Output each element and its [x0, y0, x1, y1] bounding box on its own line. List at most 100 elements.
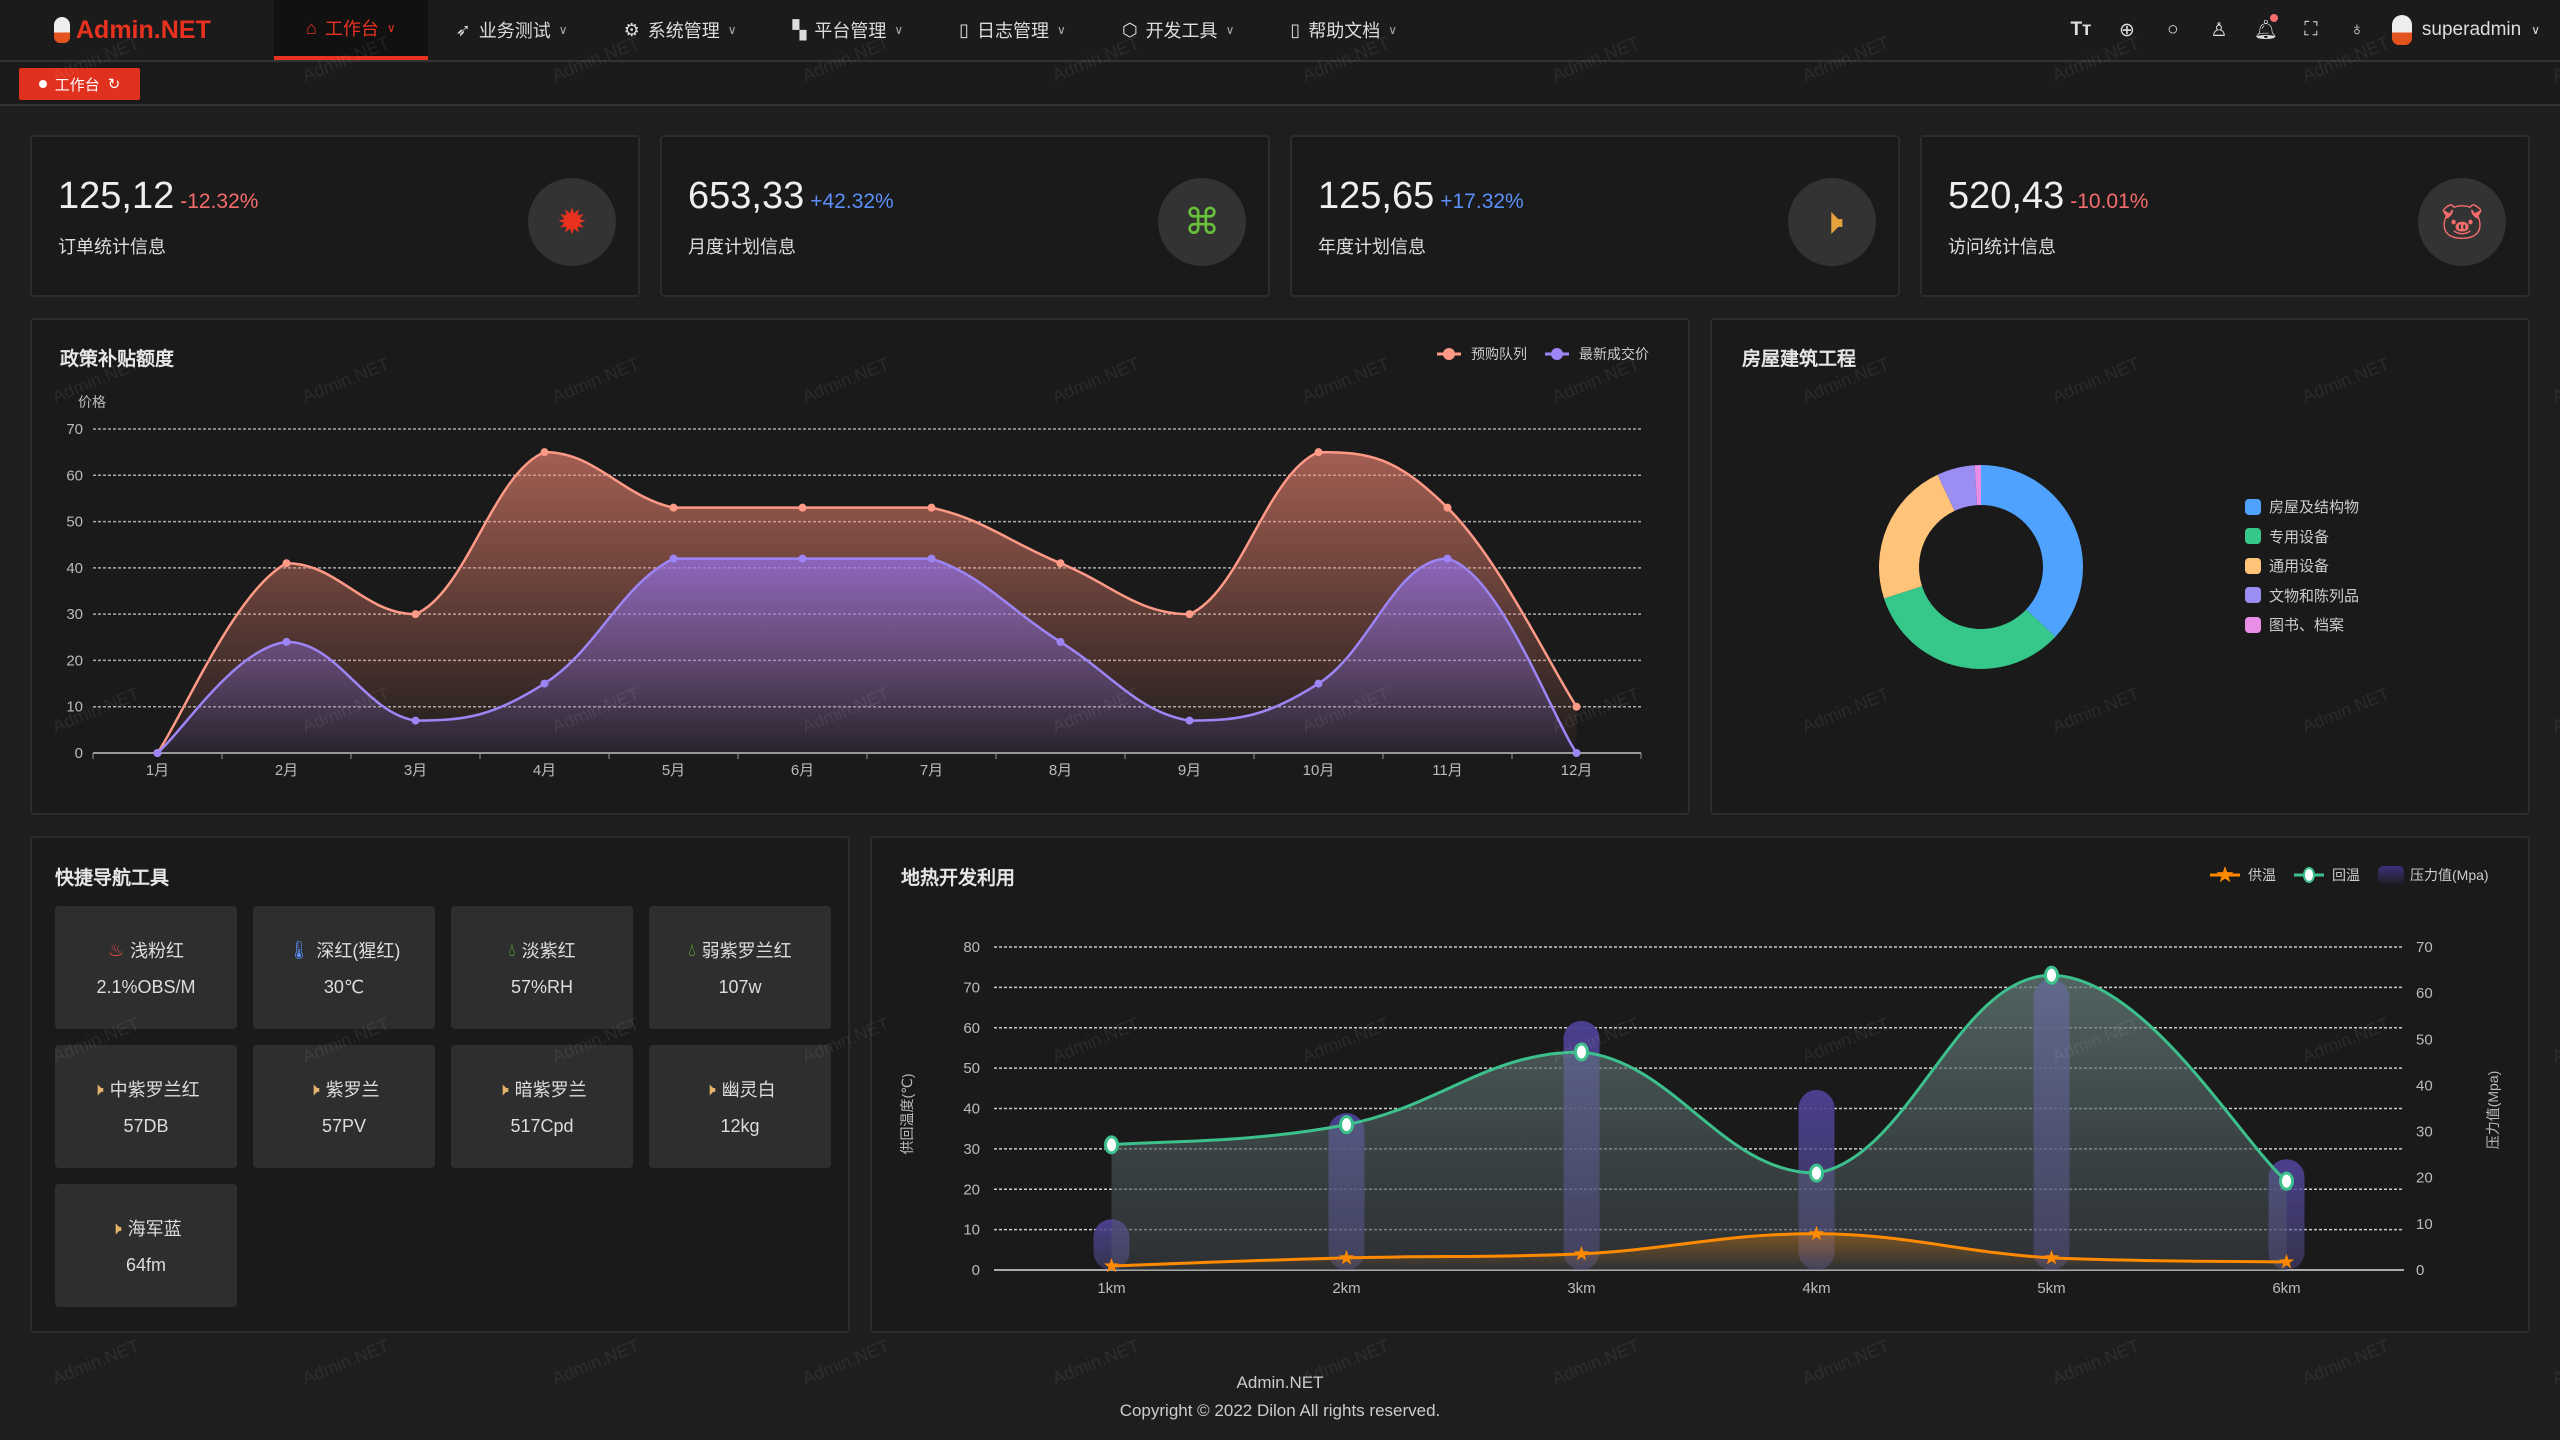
- tile-value: 57PV: [321, 1116, 367, 1136]
- logo[interactable]: Admin.NET: [54, 16, 274, 45]
- fullscreen-icon[interactable]: ⛶: [2304, 19, 2318, 40]
- refresh-icon[interactable]: ↻: [107, 76, 121, 93]
- legend-swatch: [2245, 498, 2261, 515]
- donut-legend-item[interactable]: 图书、档案: [2245, 614, 2344, 635]
- x-tick-label: 9月: [1178, 762, 1201, 779]
- x-tick-label: 7月: [920, 762, 943, 779]
- building-chart-title: 房屋建筑工程: [1742, 349, 1857, 370]
- nav-system[interactable]: ⚙ 系统管理 ∨: [596, 0, 765, 60]
- quick-nav-tile[interactable]: 🕨︎ 暗紫罗兰 517Cpd: [451, 1045, 633, 1168]
- active-dot-icon: [38, 80, 47, 88]
- data-point: [411, 610, 420, 619]
- quick-nav-tile[interactable]: ♨ 浅粉红 2.1%OBS/M: [55, 906, 237, 1029]
- stat-card[interactable]: 520,43 -10.01% 访问统计信息 🐷︎: [1920, 135, 2530, 297]
- thermometer-icon: 🌡︎: [287, 939, 311, 960]
- search-icon[interactable]: ○: [2167, 19, 2179, 40]
- x-tick-label: 2月: [275, 762, 298, 779]
- avatar: [2391, 15, 2412, 45]
- stat-value: 520,43: [1948, 175, 2065, 217]
- nav-platform[interactable]: ▚ 平台管理 ∨: [765, 0, 932, 60]
- legend-marker: [1443, 348, 1455, 360]
- chip-icon: ⬡: [1121, 19, 1138, 40]
- data-point: [1572, 749, 1581, 757]
- quick-nav-tile[interactable]: 💧︎ 淡紫红 57%RH: [451, 906, 633, 1029]
- series-area: [157, 558, 1577, 753]
- stat-value: 125,65: [1318, 175, 1435, 217]
- geothermal-chart-title: 地热开发利用: [901, 868, 1016, 889]
- data-point: [927, 554, 936, 563]
- top-header: Admin.NET ⌂ 工作台 ∨ ➶ 业务测试 ∨ ⚙ 系统管理 ∨ ▚ 平台管理 ∨ ▯ 日志…: [0, 0, 2560, 62]
- language-icon[interactable]: ⊕: [2118, 19, 2135, 41]
- donut-legend-item[interactable]: 专用设备: [2245, 526, 2329, 547]
- x-tick-label: 8月: [1049, 762, 1072, 779]
- building-panel: [1710, 318, 2530, 815]
- nav-logs[interactable]: ▯ 日志管理 ∨: [931, 0, 1094, 60]
- logo-avatar-icon: [54, 17, 70, 43]
- quick-nav-tile[interactable]: 🌡︎ 深红(猩红) 30℃: [253, 906, 435, 1029]
- stat-change: -12.32%: [180, 190, 259, 213]
- data-point: [798, 554, 807, 563]
- user-menu[interactable]: superadmin ∨: [2391, 15, 2540, 45]
- stat-change: +17.32%: [1440, 190, 1524, 213]
- stat-value-row: 520,43 -10.01%: [1948, 175, 2148, 218]
- legend-label: 预购队列: [1471, 346, 1527, 362]
- geothermal-panel: [870, 836, 2530, 1333]
- nav-label: 工作台: [324, 19, 379, 39]
- legend-label: 文物和陈列品: [2269, 587, 2360, 605]
- tile-label: 幽灵白: [721, 1080, 776, 1100]
- tile-label: 淡紫红: [521, 941, 576, 961]
- data-point: [1443, 503, 1452, 512]
- stat-card[interactable]: 125,65 +17.32% 年度计划信息 🕨︎: [1290, 135, 1900, 297]
- stat-label: 访问统计信息: [1948, 237, 2056, 257]
- quick-nav-tile[interactable]: 🕨︎ 海军蓝 64fm: [55, 1184, 237, 1307]
- font-size-icon[interactable]: Tт: [2070, 19, 2092, 40]
- tag-workbench[interactable]: 工作台 ↻: [19, 68, 140, 100]
- stat-card[interactable]: 125,12 -12.32% 订单统计信息 ✹: [30, 135, 640, 297]
- bell-icon[interactable]: 🔔︎: [2254, 14, 2278, 42]
- data-point: [669, 554, 678, 563]
- stat-change: +42.32%: [810, 190, 894, 213]
- tile-value: 517Cpd: [510, 1116, 574, 1136]
- book-icon: ▯: [1290, 19, 1301, 40]
- y-tick-label: 30: [66, 606, 83, 623]
- tag-label: 工作台: [54, 76, 100, 94]
- y-tick-label: 10: [66, 699, 83, 716]
- data-point: [927, 503, 936, 512]
- home-icon: ⌂: [306, 17, 317, 38]
- pig-icon: 🐷︎: [2418, 178, 2506, 266]
- tile-label: 暗紫罗兰: [514, 1080, 587, 1100]
- y-tick-label: 0: [75, 745, 83, 762]
- stat-value: 125,12: [58, 175, 175, 217]
- stat-card[interactable]: 653,33 +42.32% 月度计划信息 ⌘: [660, 135, 1270, 297]
- x-tick-label: 1月: [146, 762, 169, 779]
- nav-help[interactable]: ▯ 帮助文档 ∨: [1262, 0, 1425, 60]
- nav-devtools[interactable]: ⬡ 开发工具 ∨: [1094, 0, 1263, 60]
- x-tick-label: 12月: [1561, 762, 1593, 779]
- send-icon: ➶: [455, 19, 471, 40]
- quick-nav-tile[interactable]: 🕨︎ 幽灵白 12kg: [649, 1045, 831, 1168]
- tile-value: 57DB: [123, 1116, 169, 1136]
- nav-workbench[interactable]: ⌂ 工作台 ∨: [274, 0, 428, 60]
- x-tick-label: 5月: [662, 762, 685, 779]
- fire-icon: ✹: [528, 178, 616, 266]
- stat-label: 订单统计信息: [58, 237, 166, 257]
- donut-legend-item[interactable]: 房屋及结构物: [2245, 496, 2359, 517]
- quick-nav-tile[interactable]: 💧︎ 弱紫罗兰红 107w: [649, 906, 831, 1029]
- donut-legend-item[interactable]: 通用设备: [2245, 555, 2329, 576]
- nav-business-test[interactable]: ➶ 业务测试 ∨: [428, 0, 596, 60]
- data-point: [540, 679, 549, 688]
- x-tick-label: 6月: [791, 762, 814, 779]
- speaker-icon: 🕨︎: [1788, 178, 1876, 266]
- legend-marker: [1551, 348, 1563, 360]
- tile-label: 弱紫罗兰红: [701, 941, 792, 961]
- donut-legend-item[interactable]: 文物和陈列品: [2245, 585, 2359, 606]
- data-point: [1443, 554, 1452, 563]
- theme-icon[interactable]: ♙: [2210, 19, 2228, 41]
- nav-label: 开发工具: [1145, 21, 1218, 41]
- logo-text: Admin.NET: [76, 15, 211, 44]
- legend-label: 通用设备: [2269, 558, 2330, 575]
- tile-label: 中紫罗兰红: [109, 1080, 200, 1100]
- quick-nav-tile[interactable]: 🕨︎ 紫罗兰 57PV: [253, 1045, 435, 1168]
- user-icon[interactable]: ♁: [2349, 19, 2365, 40]
- quick-nav-tile[interactable]: 🕨︎ 中紫罗兰红 57DB: [55, 1045, 237, 1168]
